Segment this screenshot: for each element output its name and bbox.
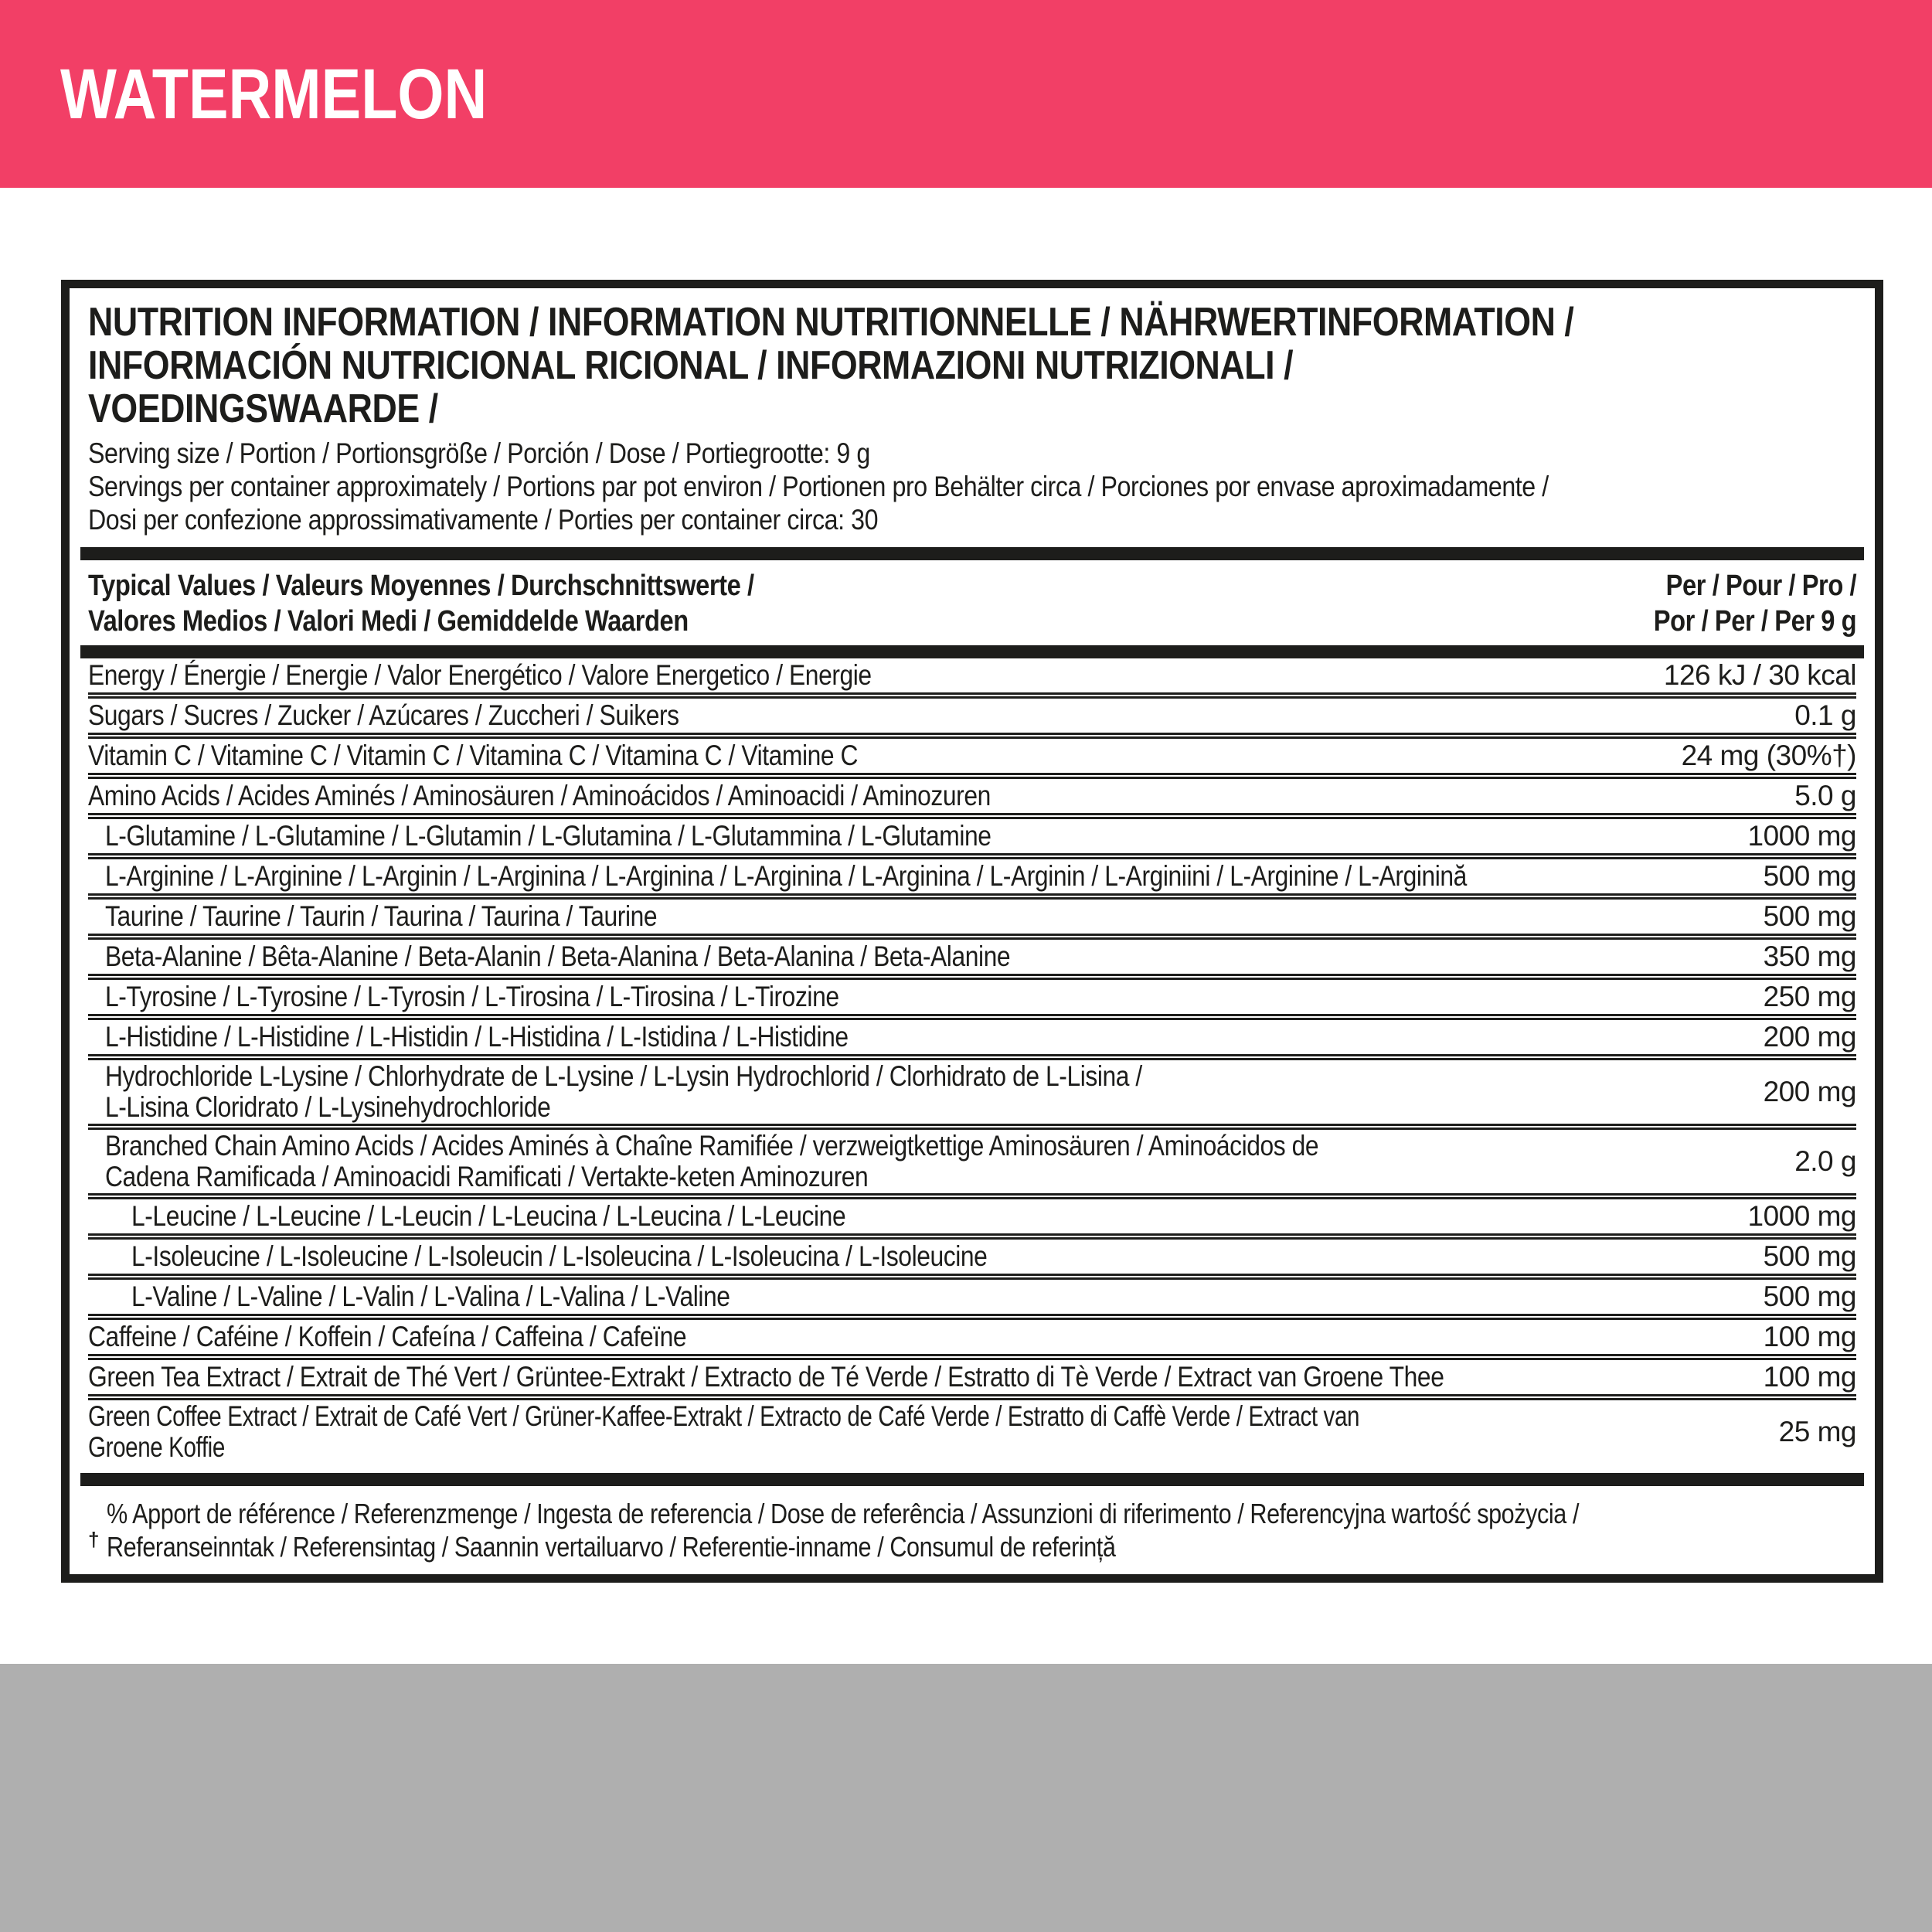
table-row-energy: Energy / Énergie / Energie / Valor Energ… — [88, 658, 1857, 692]
reference-intake-footnote-text: % Apport de référence / Referenzmenge / … — [107, 1498, 1580, 1563]
row-value: 500 mg — [1763, 1281, 1857, 1312]
row-label-text: Beta-Alanine / Bêta-Alanine / Beta-Alani… — [105, 940, 1011, 972]
table-row-vitamin-c: Vitamin C / Vitamine C / Vitamin C / Vit… — [88, 733, 1857, 773]
row-label: Branched Chain Amino Acids / Acides Amin… — [88, 1131, 1781, 1192]
nutrition-panel-title: NUTRITION INFORMATION / INFORMATION NUTR… — [88, 301, 1856, 430]
row-value: 500 mg — [1763, 1240, 1857, 1272]
table-row-l-leucine: L-Leucine / L-Leucine / L-Leucin / L-Leu… — [88, 1193, 1856, 1233]
table-row-sugars: Sugars / Sucres / Zucker / Azúcares / Zu… — [88, 692, 1856, 733]
table-row-l-arginine: L-Arginine / L-Arginine / L-Arginin / L-… — [88, 853, 1857, 893]
row-label-text: Branched Chain Amino Acids / Acides Amin… — [105, 1130, 1319, 1192]
row-label: L-Isoleucine / L-Isoleucine / L-Isoleuci… — [88, 1241, 1750, 1272]
row-label: Green Tea Extract / Extrait de Thé Vert … — [88, 1362, 1750, 1393]
row-label: Sugars / Sucres / Zucker / Azúcares / Zu… — [88, 700, 1781, 731]
row-label-text: Vitamin C / Vitamine C / Vitamin C / Vit… — [88, 740, 859, 771]
nutrition-panel: NUTRITION INFORMATION / INFORMATION NUTR… — [61, 280, 1883, 1583]
divider-bar-bottom — [80, 1473, 1864, 1486]
row-label-text: Taurine / Taurine / Taurin / Taurina / T… — [105, 900, 658, 932]
table-row-l-histidine: L-Histidine / L-Histidine / L-Histidin /… — [88, 1014, 1857, 1054]
row-value: 100 mg — [1763, 1361, 1857, 1393]
row-label-text: Hydrochloride L-Lysine / Chlorhydrate de… — [105, 1060, 1142, 1123]
row-label-text: L-Glutamine / L-Glutamine / L-Glutamin /… — [105, 820, 992, 852]
row-value: 2.0 g — [1794, 1145, 1856, 1177]
divider-bar-top — [80, 547, 1864, 560]
table-row-taurine: Taurine / Taurine / Taurin / Taurina / T… — [88, 893, 1857, 934]
row-label: L-Arginine / L-Arginine / L-Arginin / L-… — [88, 861, 1750, 892]
table-row-l-tyrosine: L-Tyrosine / L-Tyrosine / L-Tyrosin / L-… — [88, 974, 1857, 1014]
table-row-l-lysine-hydrochloride: Hydrochloride L-Lysine / Chlorhydrate de… — [88, 1054, 1857, 1124]
row-label-text: Sugars / Sucres / Zucker / Azúcares / Zu… — [88, 699, 679, 731]
row-label-text: L-Arginine / L-Arginine / L-Arginin / L-… — [105, 860, 1467, 892]
dagger-symbol: † — [88, 1528, 100, 1551]
row-value: 5.0 g — [1794, 780, 1856, 811]
table-header: Typical Values / Valeurs Moyennes / Durc… — [88, 560, 1856, 645]
row-label: L-Valine / L-Valine / L-Valin / L-Valina… — [88, 1281, 1750, 1312]
row-label: Hydrochloride L-Lysine / Chlorhydrate de… — [88, 1061, 1750, 1123]
table-header-right-text: Per / Pour / Pro / Por / Per / Per 9 g — [1653, 570, 1857, 638]
table-row-amino-acids: Amino Acids / Acides Aminés / Aminosäure… — [88, 773, 1856, 813]
row-label-text: L-Leucine / L-Leucine / L-Leucin / L-Leu… — [131, 1200, 846, 1232]
row-label: L-Tyrosine / L-Tyrosine / L-Tyrosin / L-… — [88, 981, 1750, 1012]
row-label: Green Coffee Extract / Extrait de Café V… — [88, 1401, 1765, 1463]
row-value: 126 kJ / 30 kcal — [1663, 659, 1857, 691]
row-label-text: Green Coffee Extract / Extrait de Café V… — [88, 1400, 1360, 1463]
row-label: Energy / Énergie / Energie / Valor Energ… — [88, 660, 1650, 691]
table-header-right: Per / Pour / Pro / Por / Per / Per 9 g — [1621, 568, 1857, 639]
row-value: 200 mg — [1763, 1076, 1857, 1107]
row-value: 500 mg — [1763, 900, 1857, 932]
row-label-text: L-Isoleucine / L-Isoleucine / L-Isoleuci… — [131, 1240, 988, 1272]
nutrition-panel-title-text: NUTRITION INFORMATION / INFORMATION NUTR… — [88, 300, 1574, 431]
row-label: Vitamin C / Vitamine C / Vitamin C / Vit… — [88, 740, 1668, 771]
reference-intake-footnote: † % Apport de référence / Referenzmenge … — [88, 1497, 1856, 1563]
row-label-text: L-Histidine / L-Histidine / L-Histidin /… — [105, 1021, 849, 1053]
row-value: 200 mg — [1763, 1021, 1857, 1053]
row-label: Taurine / Taurine / Taurin / Taurina / T… — [88, 901, 1750, 932]
row-label: Caffeine / Caféine / Koffein / Cafeína /… — [88, 1321, 1750, 1352]
table-row-beta-alanine: Beta-Alanine / Bêta-Alanine / Beta-Alani… — [88, 934, 1857, 974]
serving-info-text: Serving size / Portion / Portionsgröße /… — [88, 437, 1549, 536]
serving-info: Serving size / Portion / Portionsgröße /… — [88, 437, 1856, 536]
row-label: L-Glutamine / L-Glutamine / L-Glutamin /… — [88, 821, 1734, 852]
row-label-text: Energy / Énergie / Energie / Valor Energ… — [88, 659, 872, 691]
table-row-l-glutamine: L-Glutamine / L-Glutamine / L-Glutamin /… — [88, 813, 1856, 853]
table-row-l-isoleucine: L-Isoleucine / L-Isoleucine / L-Isoleuci… — [88, 1233, 1857, 1274]
row-label: Beta-Alanine / Bêta-Alanine / Beta-Alani… — [88, 941, 1750, 972]
row-value: 500 mg — [1763, 860, 1857, 892]
table-row-l-valine: L-Valine / L-Valine / L-Valin / L-Valina… — [88, 1274, 1857, 1314]
row-value: 1000 mg — [1747, 1200, 1857, 1232]
row-label-text: Amino Acids / Acides Aminés / Aminosäure… — [88, 780, 991, 811]
row-value: 0.1 g — [1794, 699, 1856, 731]
table-row-bcaa: Branched Chain Amino Acids / Acides Amin… — [88, 1124, 1856, 1193]
divider-bar-header — [80, 645, 1864, 658]
row-label-text: Green Tea Extract / Extrait de Thé Vert … — [88, 1361, 1444, 1393]
flavor-title: WATERMELON — [60, 54, 488, 134]
nutrition-table: Energy / Énergie / Energie / Valor Energ… — [88, 658, 1857, 1464]
row-value: 100 mg — [1763, 1321, 1857, 1352]
table-row-caffeine: Caffeine / Caféine / Koffein / Cafeína /… — [88, 1314, 1857, 1354]
row-value: 25 mg — [1778, 1416, 1857, 1447]
row-label-text: L-Valine / L-Valine / L-Valin / L-Valina… — [131, 1281, 730, 1312]
row-value: 350 mg — [1763, 940, 1857, 972]
row-value: 250 mg — [1763, 981, 1857, 1012]
row-label-text: Caffeine / Caféine / Koffein / Cafeína /… — [88, 1321, 687, 1352]
table-row-green-tea-extract: Green Tea Extract / Extrait de Thé Vert … — [88, 1354, 1857, 1394]
row-value: 24 mg (30%†) — [1681, 740, 1857, 771]
row-label: Amino Acids / Acides Aminés / Aminosäure… — [88, 781, 1781, 811]
table-header-left-text: Typical Values / Valeurs Moyennes / Durc… — [88, 570, 754, 638]
row-value: 1000 mg — [1747, 820, 1857, 852]
row-label: L-Leucine / L-Leucine / L-Leucin / L-Leu… — [88, 1201, 1734, 1232]
row-label-text: L-Tyrosine / L-Tyrosine / L-Tyrosin / L-… — [105, 981, 839, 1012]
row-label: L-Histidine / L-Histidine / L-Histidin /… — [88, 1022, 1750, 1053]
flavor-banner: WATERMELON — [0, 0, 1932, 188]
footer-gray-band — [0, 1664, 1932, 1932]
table-header-left: Typical Values / Valeurs Moyennes / Durc… — [88, 568, 862, 639]
table-row-green-coffee-extract: Green Coffee Extract / Extrait de Café V… — [88, 1394, 1857, 1464]
